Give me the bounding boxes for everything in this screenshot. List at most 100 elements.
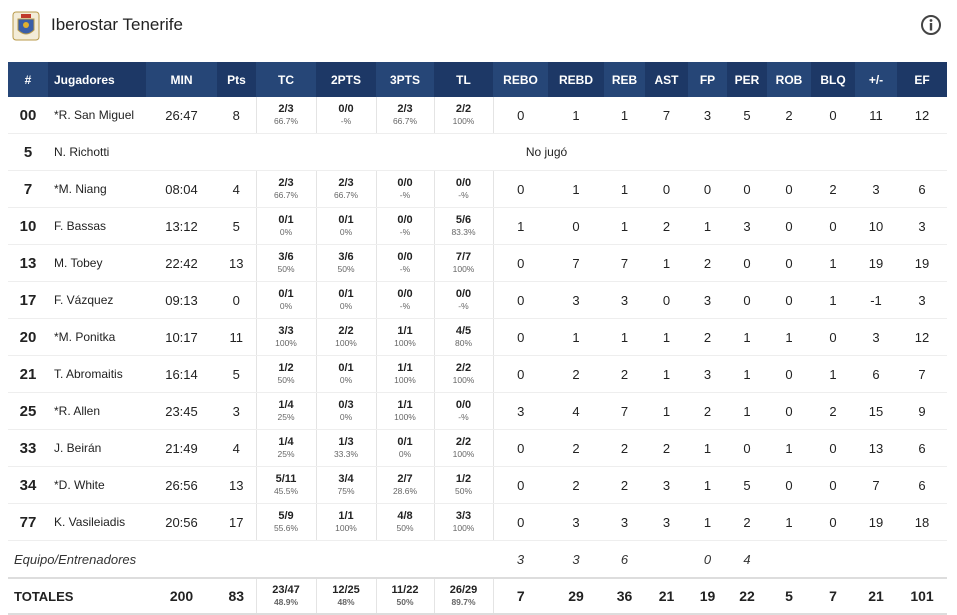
stat-cell: 4 [548, 392, 604, 430]
made-attempted: 1/3 [338, 436, 354, 448]
stat-cell: 3 [727, 207, 767, 245]
made-attempted: 0/0 [455, 399, 472, 411]
column-header: # [8, 62, 48, 97]
stat-cell: 3 [493, 392, 548, 430]
stat-cell: 4 [217, 429, 256, 467]
shooting-cell: 1/1 100% [375, 355, 435, 393]
shooting-cell: 1/4 25% [255, 429, 317, 467]
stat-cell: 0 [493, 244, 548, 282]
stat-cell: 0 [493, 170, 548, 208]
made-attempted: 0/0 [397, 288, 413, 300]
player-name: *R. Allen [48, 392, 146, 430]
stat-cell: 1 [727, 318, 767, 356]
made-attempted: 4/5 [455, 325, 472, 337]
stat-cell: 26:56 [146, 466, 217, 504]
percentage: -% [340, 116, 352, 126]
percentage: 28.6% [392, 486, 418, 496]
stat-cell: 7 [855, 466, 897, 504]
made-attempted: 2/2 [455, 362, 472, 374]
made-attempted: 2/2 [338, 325, 354, 337]
shooting-cell: 2/3 66.7% [255, 170, 317, 208]
player-number: 10 [8, 207, 48, 245]
made-attempted: 1/4 [278, 399, 294, 411]
stat-cell: 3 [604, 281, 645, 319]
stat-cell: 3 [688, 281, 727, 319]
stat-cell: 7 [548, 244, 604, 282]
stat-cell: 0 [767, 392, 811, 430]
stat-cell: 17 [217, 503, 256, 541]
shooting-cell: 0/1 0% [255, 207, 317, 245]
player-row: 10 F. Bassas 13:12 5 0/1 0% 0/1 0% 0/0 -% 5/6 83.3%… [8, 207, 947, 245]
stat-cell: 0 [688, 170, 727, 208]
stat-cell: 0 [493, 97, 548, 134]
made-attempted: 0/1 [338, 288, 354, 300]
stat-cell: 16:14 [146, 355, 217, 393]
percentage: 0% [339, 227, 353, 237]
shooting-cell: 2/3 66.7% [375, 97, 435, 134]
stat-cell: 1 [727, 392, 767, 430]
stat-cell: 13 [855, 429, 897, 467]
stat-cell: 0 [811, 318, 855, 356]
made-attempted: 23/47 [272, 584, 300, 596]
shooting-cell: 5/6 83.3% [433, 207, 494, 245]
percentage: 66.7% [392, 116, 418, 126]
percentage: -% [399, 264, 411, 274]
percentage: 0% [398, 449, 412, 459]
stat-cell: 0 [493, 503, 548, 541]
stat-cell: 2 [604, 466, 645, 504]
shooting-cell: 0/0 -% [433, 392, 494, 430]
stat-cell: 7 [645, 97, 688, 134]
made-attempted: 0/1 [278, 214, 294, 226]
shooting-cell: 1/3 33.3% [315, 429, 377, 467]
empty-cell [645, 540, 688, 579]
column-header: REBO [493, 62, 548, 97]
stat-cell: 1 [604, 318, 645, 356]
stat-cell: 3 [548, 503, 604, 541]
stat-cell: 0 [727, 170, 767, 208]
player-name: T. Abromaitis [48, 355, 146, 393]
shooting-cell: 3/6 50% [255, 244, 317, 282]
made-attempted: 3/3 [278, 325, 294, 337]
made-attempted: 2/3 [278, 103, 294, 115]
stat-cell: 10:17 [146, 318, 217, 356]
stat-cell: 6 [897, 466, 947, 504]
stat-cell: 2 [548, 429, 604, 467]
stat-cell: 0 [767, 466, 811, 504]
stat-cell: 1 [604, 207, 645, 245]
percentage: 0% [339, 301, 353, 311]
column-header: 3PTS [376, 62, 434, 97]
shooting-cell: 0/1 0% [315, 207, 377, 245]
column-header: MIN [146, 62, 217, 97]
stat-cell: 0 [811, 207, 855, 245]
shooting-cell: 1/4 25% [255, 392, 317, 430]
made-attempted: 3/6 [338, 251, 354, 263]
made-attempted: 0/1 [338, 214, 354, 226]
stat-cell: 13:12 [146, 207, 217, 245]
made-attempted: 3/6 [278, 251, 294, 263]
stat-cell: 1 [767, 318, 811, 356]
player-row: 5 N. Richotti No jugó [8, 133, 947, 171]
column-header: TC [256, 62, 316, 97]
team-title: Iberostar Tenerife [51, 15, 183, 34]
stat-cell: 4 [217, 170, 256, 208]
made-attempted: 3/4 [338, 473, 354, 485]
percentage: 100% [452, 116, 475, 126]
made-attempted: 2/2 [455, 103, 472, 115]
shooting-cell: 1/2 50% [433, 466, 494, 504]
column-header: FP [688, 62, 727, 97]
stat-cell: 6 [897, 170, 947, 208]
player-name: K. Vasileiadis [48, 503, 146, 541]
stat-cell: 2 [767, 97, 811, 134]
stat-cell: 1 [645, 392, 688, 430]
stat-cell: 2 [727, 503, 767, 541]
player-row: 20 *M. Ponitka 10:17 11 3/3 100% 2/2 100% 1/1 100… [8, 318, 947, 356]
top-bar: Iberostar Tenerife [0, 0, 957, 55]
percentage: 75% [337, 486, 355, 496]
stat-cell: 0 [767, 244, 811, 282]
column-header: TL [434, 62, 493, 97]
stat-cell: 1 [688, 466, 727, 504]
info-button[interactable] [920, 14, 942, 36]
stat-cell: 0 [493, 429, 548, 467]
stat-cell: 2 [548, 355, 604, 393]
stat-cell: 0 [645, 281, 688, 319]
